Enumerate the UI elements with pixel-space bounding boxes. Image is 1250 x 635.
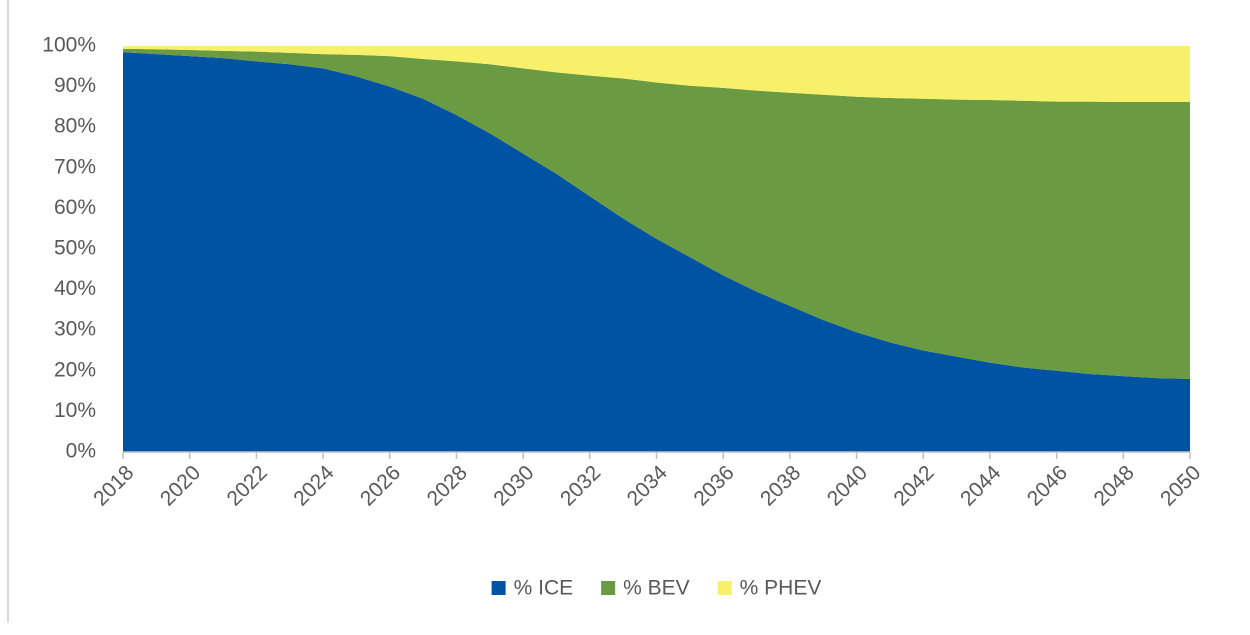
legend-label: % ICE xyxy=(514,577,574,600)
y-tick-label: 50% xyxy=(54,237,96,260)
x-tick-label: 2042 xyxy=(889,461,938,510)
legend-swatch xyxy=(601,581,616,595)
y-tick-label: 10% xyxy=(54,399,96,422)
x-tick-label: 2024 xyxy=(289,461,339,511)
legend-swatch xyxy=(717,581,732,595)
x-tick-label: 2036 xyxy=(689,461,738,510)
area xyxy=(123,48,1190,379)
x-tick-label: 2038 xyxy=(756,461,805,510)
legend-label: % BEV xyxy=(623,577,690,600)
x-tick-label: 2020 xyxy=(156,461,205,510)
y-tick-label: 90% xyxy=(54,74,96,97)
x-tick-label: 2044 xyxy=(956,461,1006,511)
y-tick-label: 100% xyxy=(42,34,96,57)
y-tick-label: 70% xyxy=(54,155,96,178)
legend-swatch xyxy=(491,581,506,595)
x-tick-label: 2046 xyxy=(1023,461,1072,510)
x-tick-label: 2040 xyxy=(823,461,872,510)
area xyxy=(123,46,1190,103)
area xyxy=(123,52,1190,453)
x-tick-label: 2032 xyxy=(556,461,605,510)
x-tick-label: 2050 xyxy=(1156,461,1205,510)
y-tick-label: 20% xyxy=(54,358,96,381)
y-tick-label: 40% xyxy=(54,277,96,300)
x-tick-label: 2030 xyxy=(489,461,538,510)
x-tick-label: 2048 xyxy=(1089,461,1138,510)
y-tick-label: 60% xyxy=(54,196,96,219)
y-tick-label: 0% xyxy=(66,440,96,463)
x-tick-label: 2018 xyxy=(89,461,138,510)
y-tick-label: 30% xyxy=(54,318,96,341)
y-tick-label: 80% xyxy=(54,115,96,138)
x-tick-label: 2034 xyxy=(623,461,673,511)
x-tick-label: 2022 xyxy=(223,461,272,510)
x-tick-label: 2026 xyxy=(356,461,405,510)
x-tick-label: 2028 xyxy=(423,461,472,510)
legend-label: % PHEV xyxy=(740,577,822,600)
